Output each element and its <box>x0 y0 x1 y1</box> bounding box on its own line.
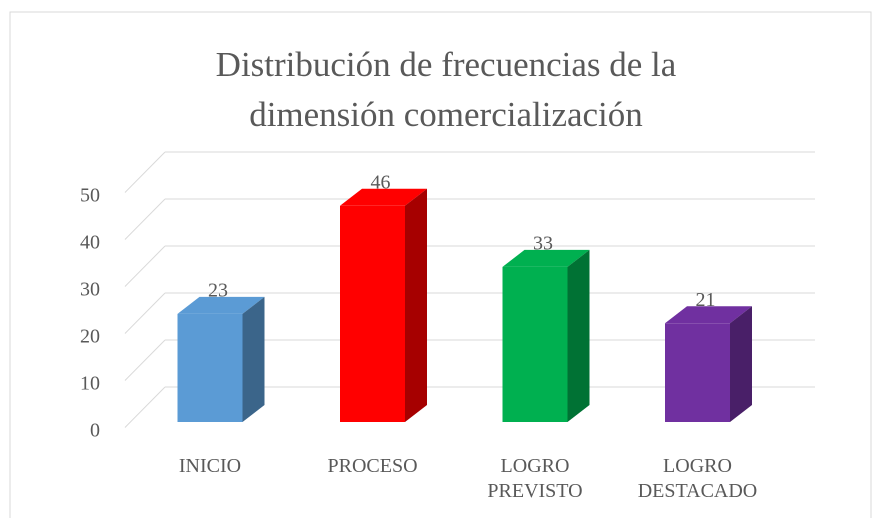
grid-line-depth <box>124 151 166 193</box>
value-label: 21 <box>696 289 716 311</box>
x-tick-label: PROCESO <box>327 455 418 477</box>
grid-line-depth <box>124 386 166 428</box>
value-label: 23 <box>208 279 228 301</box>
bar-top <box>665 306 752 324</box>
bar-top <box>502 249 590 267</box>
bar <box>177 313 243 422</box>
bar <box>665 323 730 422</box>
y-tick-label: 10 <box>80 373 100 395</box>
x-tick-label: LOGRO DESTACADO <box>637 455 758 502</box>
grid-line-depth <box>124 292 166 334</box>
bar-side <box>730 306 752 422</box>
bar-top <box>340 188 427 206</box>
bar-side <box>567 249 590 422</box>
bar-side <box>242 296 265 422</box>
chart-border <box>9 11 872 518</box>
x-tick-label: LOGRO PREVISTO <box>487 455 583 502</box>
y-tick-label: 20 <box>80 326 100 348</box>
y-tick-label: 40 <box>80 232 100 254</box>
bar <box>502 266 568 422</box>
bar <box>340 205 405 422</box>
value-label: 33 <box>533 232 553 254</box>
chart-title: Distribución de frecuencias de la dimens… <box>215 45 677 134</box>
y-tick-label: 30 <box>80 279 100 301</box>
bar-side <box>405 188 427 422</box>
y-tick-label: 0 <box>90 420 100 442</box>
y-tick-label: 50 <box>80 185 100 207</box>
bar-top <box>177 296 265 314</box>
grid-line-depth <box>124 198 166 240</box>
value-label: 46 <box>371 171 391 193</box>
grid-line-depth <box>124 245 166 287</box>
x-tick-label: INICIO <box>178 455 242 477</box>
grid-line-depth <box>124 339 166 381</box>
